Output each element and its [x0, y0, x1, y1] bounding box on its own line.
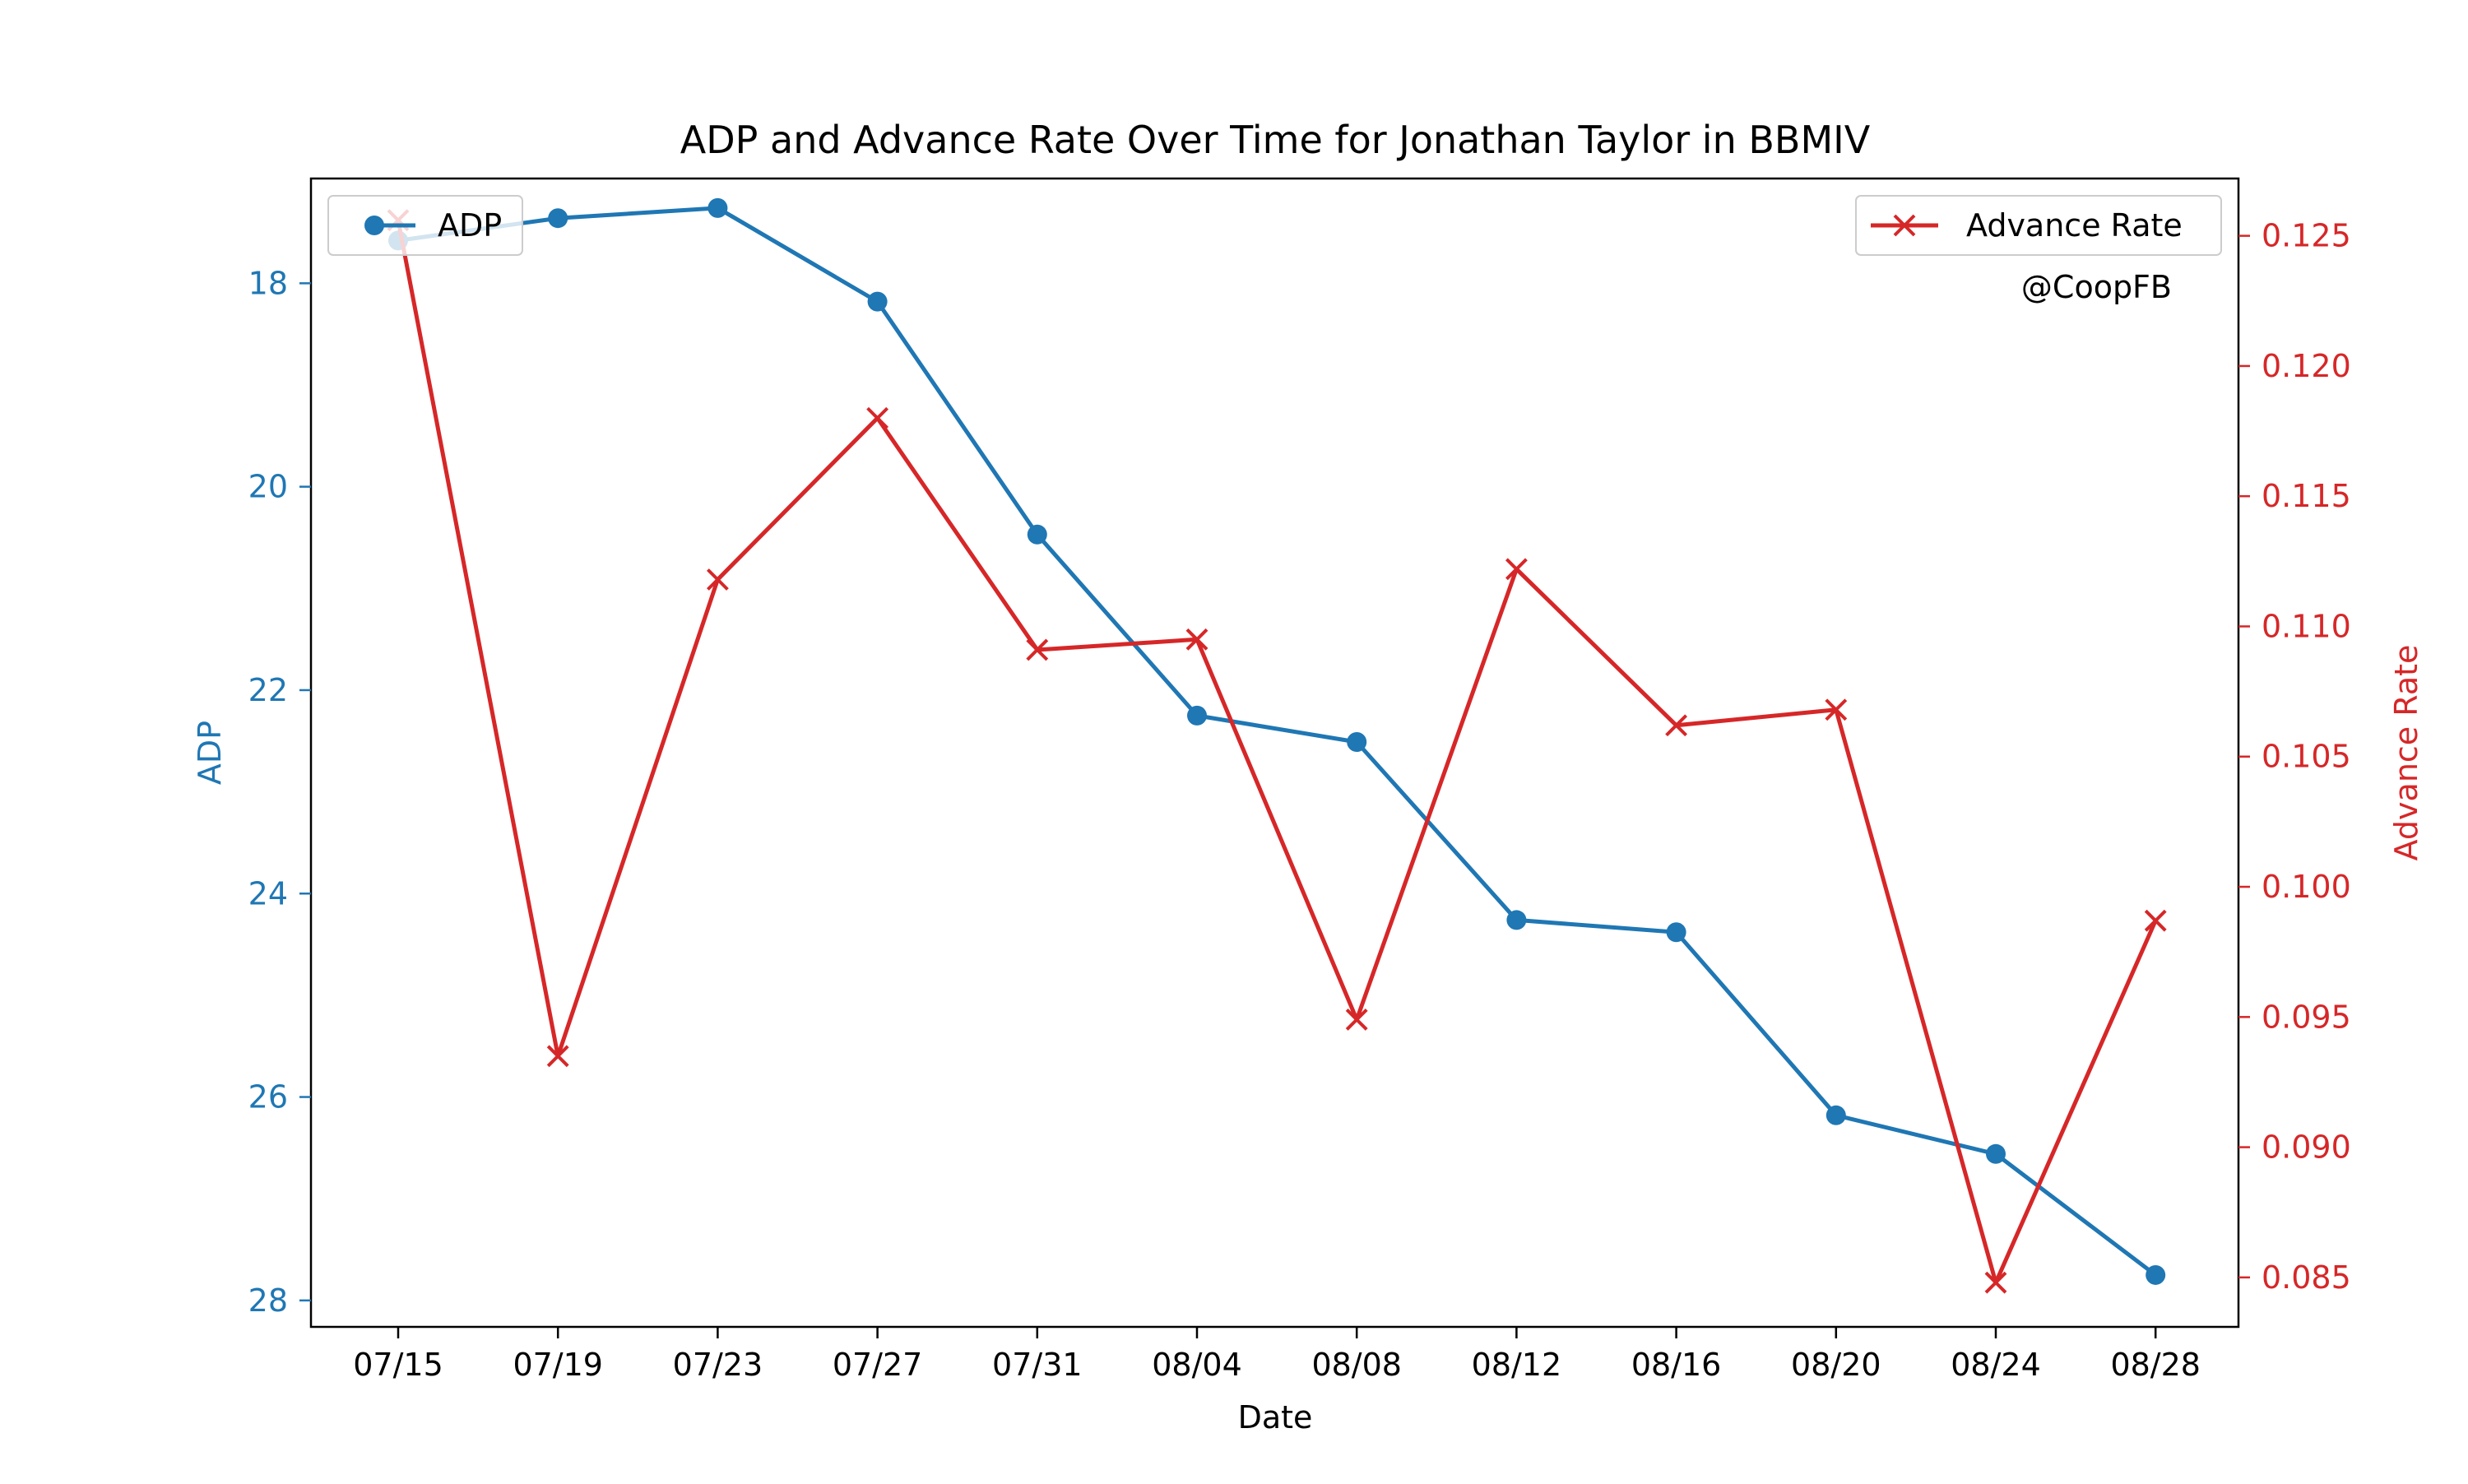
y-right-tick-label: 0.110 — [2262, 608, 2351, 644]
legend-advance-rate: Advance Rate — [1855, 195, 2222, 256]
y-left-tick-label: 18 — [248, 265, 288, 301]
y-right-tick-label: 0.115 — [2262, 478, 2351, 514]
y-left-tick-label: 22 — [248, 672, 288, 708]
x-tick-label: 07/27 — [833, 1347, 923, 1383]
x-tick-label: 08/16 — [1631, 1347, 1722, 1383]
data-point-adp — [1347, 732, 1367, 753]
chart-title: ADP and Advance Rate Over Time for Jonat… — [680, 118, 1871, 162]
data-point-adp — [2146, 1264, 2166, 1285]
watermark-text: @CoopFB — [2021, 269, 2172, 305]
data-point-advance-rate — [1026, 638, 1049, 661]
y-right-tick-label: 0.120 — [2262, 348, 2351, 384]
x-tick-label: 08/04 — [1152, 1347, 1242, 1383]
series-line-adp — [397, 206, 2157, 1277]
x-axis-label: Date — [1238, 1399, 1313, 1435]
data-point-advance-rate — [1505, 558, 1528, 581]
legend-advance-rate-label: Advance Rate — [1966, 207, 2183, 243]
data-point-adp — [1825, 1105, 1846, 1125]
x-tick-label: 07/23 — [673, 1347, 763, 1383]
data-point-advance-rate — [1665, 714, 1688, 737]
legend-advance-rate-box — [1855, 195, 2222, 256]
y-axis-left: 18 20 22 24 26 28 — [248, 265, 311, 1319]
y-right-tick-label: 0.105 — [2262, 739, 2351, 775]
y-right-tick-label: 0.085 — [2262, 1259, 2351, 1296]
y-left-tick-label: 28 — [248, 1282, 288, 1319]
data-point-adp — [1187, 705, 1207, 726]
data-point-advance-rate — [1345, 1009, 1368, 1031]
data-point-advance-rate — [546, 1045, 569, 1068]
x-axis: 07/15 07/19 07/23 07/27 07/31 08/04 08/08 08/12… — [353, 1327, 2201, 1383]
series-line-advance-rate — [396, 220, 2158, 1285]
data-point-adp — [548, 208, 568, 229]
axes-frame — [309, 177, 2240, 1329]
x-tick-label: 07/19 — [513, 1347, 603, 1383]
data-point-adp — [867, 291, 888, 312]
y-left-tick-label: 24 — [248, 875, 288, 911]
y-axis-right-label: Advance Rate — [2388, 645, 2424, 861]
data-point-advance-rate — [2144, 909, 2167, 932]
x-tick-label: 08/08 — [1311, 1347, 1402, 1383]
data-point-advance-rate — [866, 406, 889, 429]
data-point-adp — [707, 197, 728, 218]
data-point-advance-rate — [1185, 628, 1208, 651]
x-tick-label: 08/28 — [2110, 1347, 2201, 1383]
legend-adp-marker — [364, 216, 384, 235]
y-right-tick-label: 0.095 — [2262, 999, 2351, 1035]
y-right-tick-label: 0.100 — [2262, 869, 2351, 905]
y-right-tick-label: 0.125 — [2262, 218, 2351, 254]
y-left-tick-label: 20 — [248, 469, 288, 505]
data-point-advance-rate — [706, 568, 729, 591]
data-point-adp — [1666, 922, 1686, 943]
y-axis-left-label: ADP — [192, 721, 228, 785]
data-point-advance-rate — [1984, 1271, 2007, 1294]
legend-adp-label: ADP — [438, 207, 502, 243]
legend-adp: ADP — [327, 195, 523, 256]
data-point-adp — [1506, 910, 1527, 930]
legend-advance-rate-marker — [1893, 214, 1916, 237]
data-point-adp — [1986, 1143, 2006, 1164]
x-tick-label: 07/31 — [992, 1347, 1083, 1383]
y-left-tick-label: 26 — [248, 1079, 288, 1115]
data-point-adp — [1027, 524, 1047, 545]
y-right-tick-label: 0.090 — [2262, 1129, 2351, 1166]
legend-adp-box — [327, 195, 523, 256]
x-tick-label: 08/20 — [1791, 1347, 1881, 1383]
x-tick-label: 08/24 — [1951, 1347, 2041, 1383]
x-tick-label: 08/12 — [1472, 1347, 1562, 1383]
x-tick-label: 07/15 — [353, 1347, 443, 1383]
y-axis-right: 0.085 0.090 0.095 0.100 0.105 0.110 0.115 0.120… — [2238, 218, 2351, 1296]
data-point-advance-rate — [1825, 698, 1848, 721]
